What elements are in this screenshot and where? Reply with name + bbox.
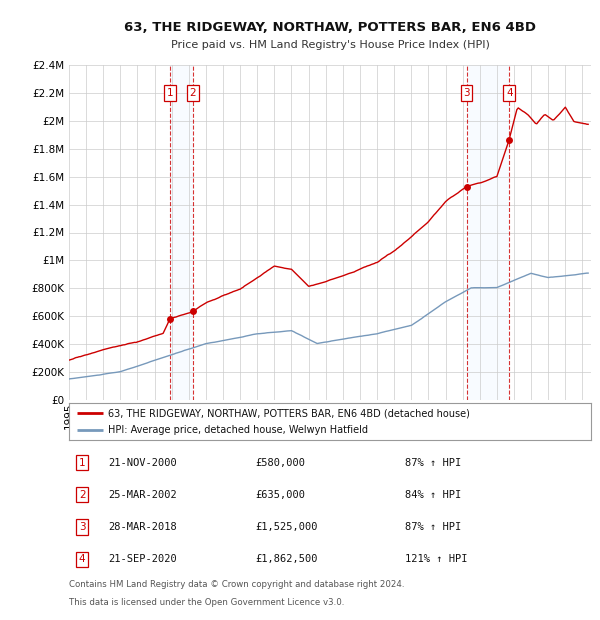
- Text: 3: 3: [463, 88, 470, 98]
- Text: £635,000: £635,000: [255, 490, 305, 500]
- Text: £1,862,500: £1,862,500: [255, 554, 317, 564]
- Bar: [170, 65, 193, 400]
- Bar: [467, 65, 509, 400]
- Text: 25-MAR-2002: 25-MAR-2002: [108, 490, 177, 500]
- Text: 3: 3: [79, 522, 86, 532]
- Text: 21-NOV-2000: 21-NOV-2000: [108, 458, 177, 467]
- Text: Contains HM Land Registry data © Crown copyright and database right 2024.: Contains HM Land Registry data © Crown c…: [69, 580, 404, 590]
- Text: 121% ↑ HPI: 121% ↑ HPI: [405, 554, 467, 564]
- Text: 21-SEP-2020: 21-SEP-2020: [108, 554, 177, 564]
- Text: This data is licensed under the Open Government Licence v3.0.: This data is licensed under the Open Gov…: [69, 598, 344, 607]
- Text: 87% ↑ HPI: 87% ↑ HPI: [405, 522, 461, 532]
- Text: 84% ↑ HPI: 84% ↑ HPI: [405, 490, 461, 500]
- Text: 63, THE RIDGEWAY, NORTHAW, POTTERS BAR, EN6 4BD: 63, THE RIDGEWAY, NORTHAW, POTTERS BAR, …: [124, 22, 536, 34]
- Text: Price paid vs. HM Land Registry's House Price Index (HPI): Price paid vs. HM Land Registry's House …: [170, 40, 490, 50]
- Text: £1,525,000: £1,525,000: [255, 522, 317, 532]
- Text: 4: 4: [506, 88, 512, 98]
- Text: HPI: Average price, detached house, Welwyn Hatfield: HPI: Average price, detached house, Welw…: [108, 425, 368, 435]
- Text: 1: 1: [79, 458, 86, 467]
- Text: 63, THE RIDGEWAY, NORTHAW, POTTERS BAR, EN6 4BD (detached house): 63, THE RIDGEWAY, NORTHAW, POTTERS BAR, …: [108, 408, 470, 418]
- Text: 2: 2: [190, 88, 196, 98]
- Text: 28-MAR-2018: 28-MAR-2018: [108, 522, 177, 532]
- Text: 2: 2: [79, 490, 86, 500]
- Text: 4: 4: [79, 554, 86, 564]
- Text: 1: 1: [167, 88, 173, 98]
- Text: 87% ↑ HPI: 87% ↑ HPI: [405, 458, 461, 467]
- Text: £580,000: £580,000: [255, 458, 305, 467]
